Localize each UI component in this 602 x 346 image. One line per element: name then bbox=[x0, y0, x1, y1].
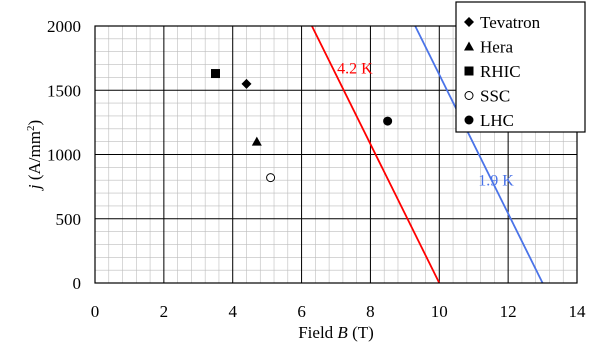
legend-label: RHIC bbox=[480, 62, 521, 81]
point-triangle bbox=[464, 41, 474, 51]
point-diamond bbox=[241, 78, 252, 89]
legend-label: SSC bbox=[480, 87, 510, 106]
point-circle bbox=[383, 116, 393, 126]
legend-label: Hera bbox=[480, 38, 513, 57]
limit-lines: 4.2 K 1.9 K bbox=[311, 25, 544, 284]
legend-item: RHIC bbox=[464, 62, 521, 81]
plot-frame bbox=[94, 25, 578, 284]
legend-label: Tevatron bbox=[480, 13, 541, 32]
y-tick-label: 500 bbox=[56, 210, 82, 229]
tick-labels: 0 2 4 6 8 10 12 14 0 500 1000 1500 2000 bbox=[47, 17, 586, 321]
point-open-circle bbox=[266, 173, 276, 183]
legend-item: Tevatron bbox=[464, 13, 541, 32]
limit-line bbox=[414, 25, 544, 284]
y-tick-label: 2000 bbox=[47, 17, 81, 36]
x-tick-label: 0 bbox=[91, 302, 100, 321]
x-tick-label: 4 bbox=[228, 302, 237, 321]
legend-item: LHC bbox=[464, 111, 514, 130]
x-tick-label: 10 bbox=[431, 302, 448, 321]
x-tick-label: 8 bbox=[366, 302, 375, 321]
y-tick-label: 1000 bbox=[47, 146, 81, 165]
legend-item: SSC bbox=[464, 87, 510, 106]
x-tick-label: 6 bbox=[297, 302, 306, 321]
y-axis-title: j (A/mm2) bbox=[25, 120, 44, 191]
x-tick-label: 12 bbox=[500, 302, 517, 321]
x-tick-label: 14 bbox=[569, 302, 587, 321]
y-tick-label: 1500 bbox=[47, 81, 81, 100]
x-axis-title: Field B (T) bbox=[298, 323, 374, 342]
point-diamond bbox=[464, 17, 474, 27]
legend-item: Hera bbox=[464, 38, 513, 57]
point-open-circle bbox=[464, 91, 474, 100]
limit-line-label: 4.2 K bbox=[337, 61, 373, 78]
legend: Tevatron Hera RHIC SSC LHC bbox=[455, 1, 586, 133]
data-points bbox=[211, 69, 393, 183]
point-square bbox=[464, 66, 474, 76]
limit-line bbox=[311, 25, 441, 284]
point-triangle bbox=[251, 136, 262, 146]
y-tick-label: 0 bbox=[73, 274, 82, 293]
point-circle bbox=[464, 115, 474, 125]
legend-label: LHC bbox=[480, 111, 514, 130]
point-square bbox=[211, 69, 220, 79]
limit-line-label: 1.9 K bbox=[478, 172, 514, 189]
x-tick-label: 2 bbox=[160, 302, 169, 321]
legend-box bbox=[455, 1, 586, 133]
